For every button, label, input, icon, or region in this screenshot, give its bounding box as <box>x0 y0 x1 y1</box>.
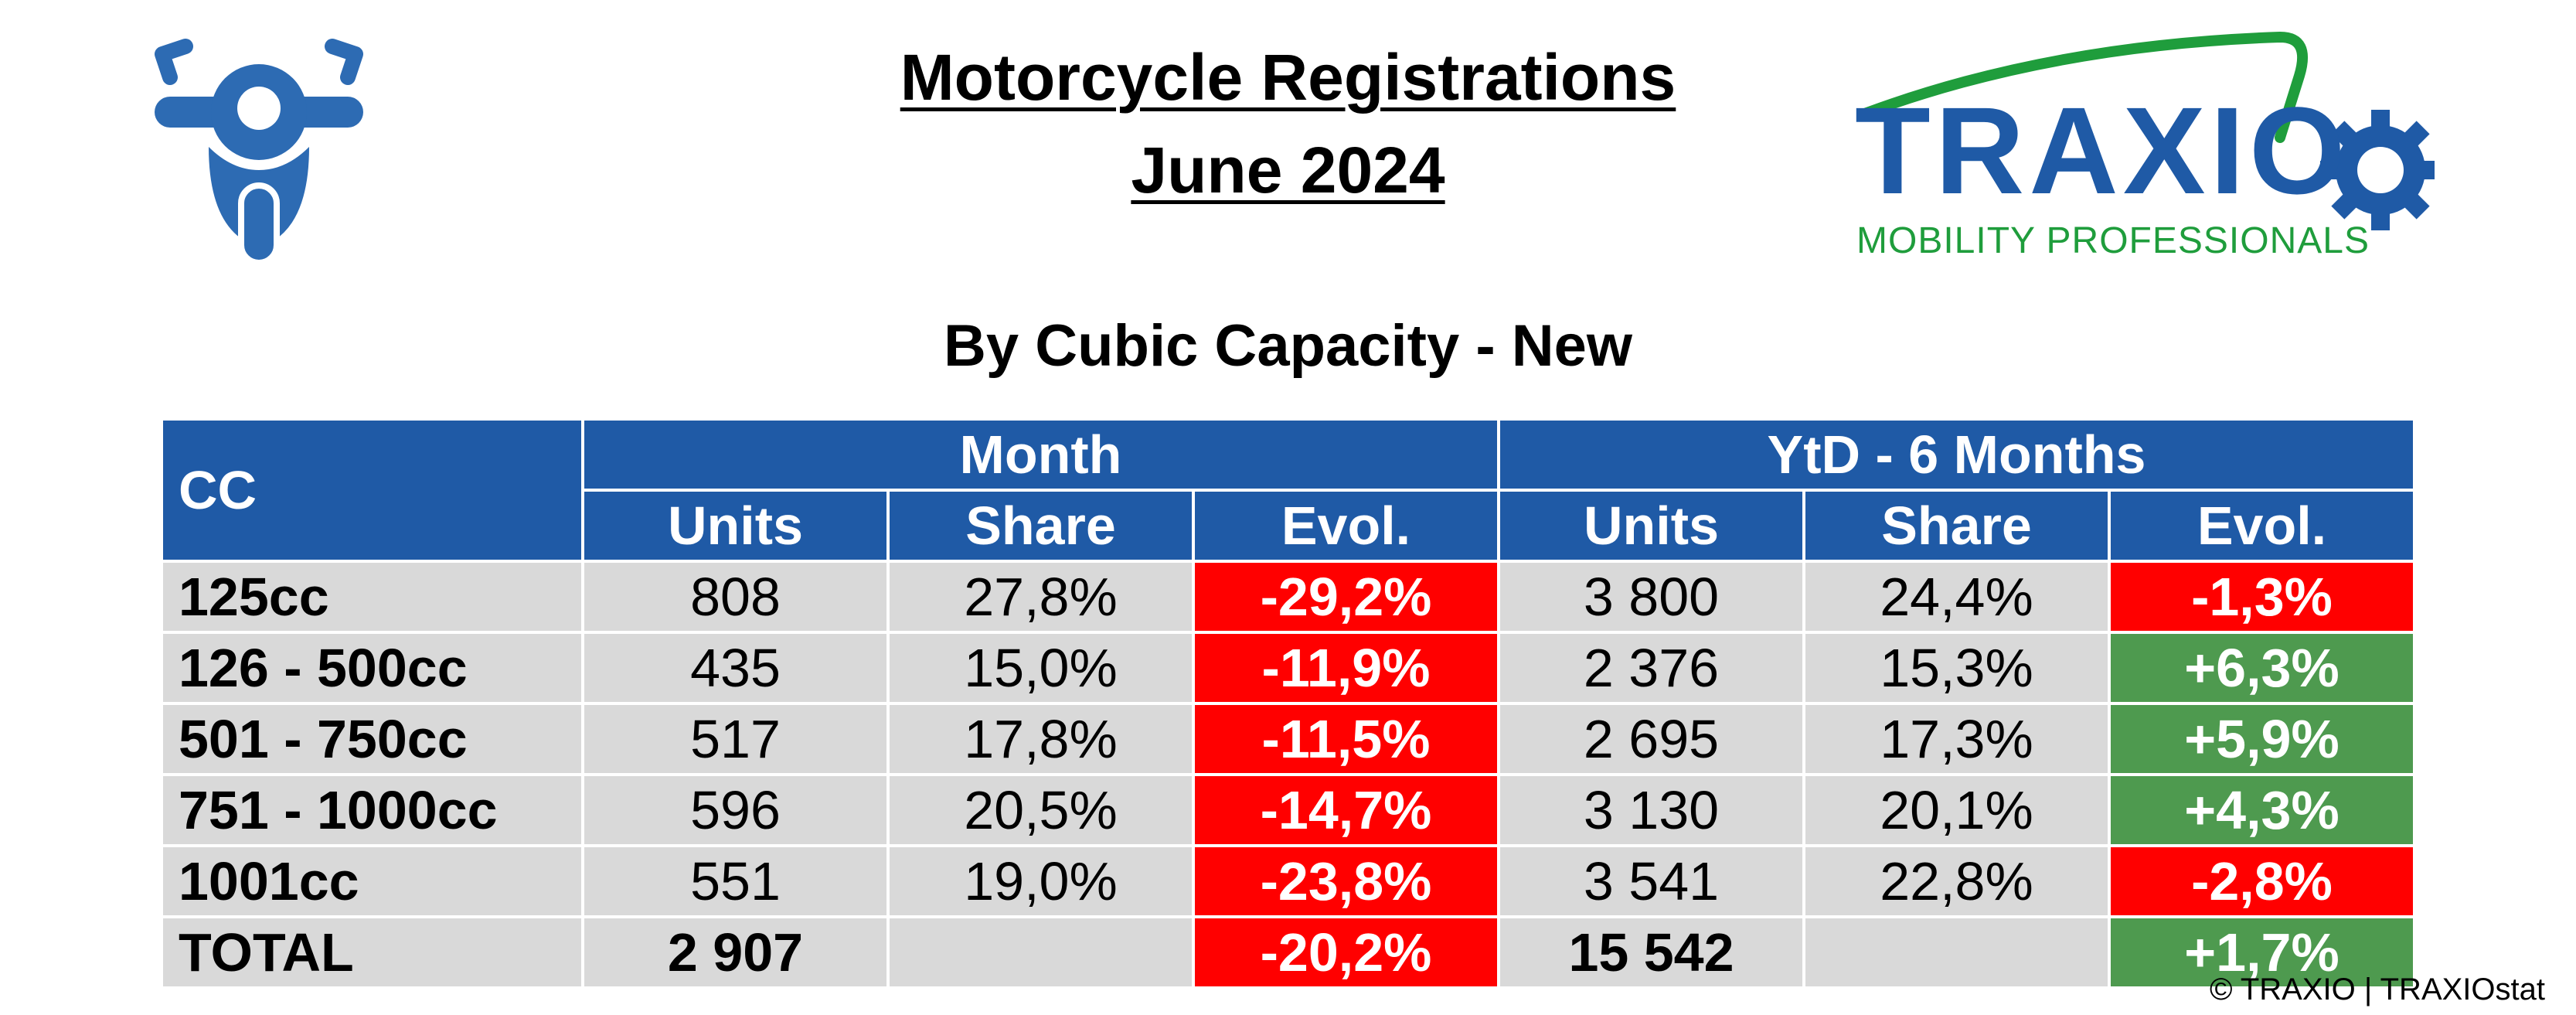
month-evol-total: -20,2% <box>1192 915 1500 989</box>
total-row: TOTAL 2 907 -20,2% 15 542 +1,7% <box>160 915 2416 989</box>
registrations-table: CC Month YtD - 6 Months Units Share Evol… <box>160 417 2416 989</box>
subheader-month-evol: Evol. <box>1192 489 1500 563</box>
row-label: 501 - 750cc <box>160 702 584 776</box>
ytd-evol: +6,3% <box>2108 631 2416 705</box>
ytd-share: 17,3% <box>1802 702 2111 776</box>
month-evol: -11,5% <box>1192 702 1500 776</box>
ytd-evol: +4,3% <box>2108 773 2416 847</box>
logo-wordmark: TRAXIO <box>1855 81 2350 220</box>
month-share-total <box>886 915 1195 989</box>
table-row: 751 - 1000cc 596 20,5% -14,7% 3 130 20,1… <box>160 773 2416 847</box>
ytd-share: 15,3% <box>1802 631 2111 705</box>
motorcycle-icon <box>155 39 363 263</box>
copyright-footer: © TRAXIO | TRAXIOstat <box>2209 972 2545 1006</box>
title-line-2: June 2024 <box>1131 134 1445 206</box>
month-share: 20,5% <box>886 773 1195 847</box>
table-subtitle: By Cubic Capacity - New <box>943 313 1633 379</box>
ytd-evol-total: +1,7% <box>2108 915 2416 989</box>
ytd-units-total: 15 542 <box>1497 915 1805 989</box>
ytd-share: 24,4% <box>1802 560 2111 634</box>
month-evol: -23,8% <box>1192 844 1500 918</box>
row-label: 751 - 1000cc <box>160 773 584 847</box>
total-label: TOTAL <box>160 915 584 989</box>
month-units: 517 <box>581 702 890 776</box>
logo-tagline: MOBILITY PROFESSIONALS <box>1856 220 2370 261</box>
ytd-share-total <box>1802 915 2111 989</box>
subheader-month-units: Units <box>581 489 890 563</box>
ytd-units: 2 695 <box>1497 702 1805 776</box>
ytd-share: 22,8% <box>1802 844 2111 918</box>
row-label: 1001cc <box>160 844 584 918</box>
month-share: 17,8% <box>886 702 1195 776</box>
month-evol: -11,9% <box>1192 631 1500 705</box>
ytd-units: 3 541 <box>1497 844 1805 918</box>
subheader-ytd-share: Share <box>1802 489 2111 563</box>
month-share: 19,0% <box>886 844 1195 918</box>
subheader-ytd-evol: Evol. <box>2108 489 2416 563</box>
month-units: 551 <box>581 844 890 918</box>
ytd-evol: -2,8% <box>2108 844 2416 918</box>
table-row: 126 - 500cc 435 15,0% -11,9% 2 376 15,3%… <box>160 631 2416 705</box>
ytd-evol: -1,3% <box>2108 560 2416 634</box>
header-ytd: YtD - 6 Months <box>1497 417 2416 492</box>
month-units: 596 <box>581 773 890 847</box>
header-cc: CC <box>160 417 584 563</box>
header-month: Month <box>581 417 1500 492</box>
table-row: 1001cc 551 19,0% -23,8% 3 541 22,8% -2,8… <box>160 844 2416 918</box>
month-share: 27,8% <box>886 560 1195 634</box>
ytd-evol: +5,9% <box>2108 702 2416 776</box>
month-units: 808 <box>581 560 890 634</box>
row-label: 126 - 500cc <box>160 631 584 705</box>
table-row: 125cc 808 27,8% -29,2% 3 800 24,4% -1,3% <box>160 560 2416 634</box>
ytd-units: 3 800 <box>1497 560 1805 634</box>
ytd-units: 2 376 <box>1497 631 1805 705</box>
month-share: 15,0% <box>886 631 1195 705</box>
ytd-units: 3 130 <box>1497 773 1805 847</box>
subheader-ytd-units: Units <box>1497 489 1805 563</box>
month-evol: -14,7% <box>1192 773 1500 847</box>
traxio-logo-swoosh <box>1857 31 2435 230</box>
table-row: 501 - 750cc 517 17,8% -11,5% 2 695 17,3%… <box>160 702 2416 776</box>
month-units: 435 <box>581 631 890 705</box>
month-evol: -29,2% <box>1192 560 1500 634</box>
month-units-total: 2 907 <box>581 915 890 989</box>
row-label: 125cc <box>160 560 584 634</box>
subheader-month-share: Share <box>886 489 1195 563</box>
title-line-1: Motorcycle Registrations <box>900 41 1676 114</box>
ytd-share: 20,1% <box>1802 773 2111 847</box>
